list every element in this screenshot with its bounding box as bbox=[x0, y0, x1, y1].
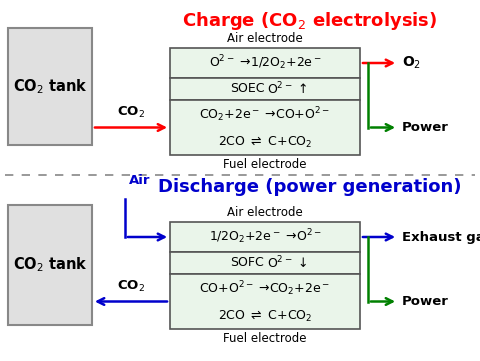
Text: CO$_2$+2e$^-$ →CO+O$^{2-}$: CO$_2$+2e$^-$ →CO+O$^{2-}$ bbox=[200, 106, 331, 124]
Bar bbox=[170, 100, 360, 155]
Text: Air electrode: Air electrode bbox=[227, 206, 303, 219]
Text: 1/2O$_2$+2e$^-$ →O$^{2-}$: 1/2O$_2$+2e$^-$ →O$^{2-}$ bbox=[208, 228, 322, 246]
Text: CO$_2$: CO$_2$ bbox=[117, 278, 145, 293]
Bar bbox=[170, 78, 360, 100]
Bar bbox=[170, 252, 360, 274]
Text: CO$_2$: CO$_2$ bbox=[117, 104, 145, 119]
Text: Fuel electrode: Fuel electrode bbox=[223, 332, 307, 345]
Text: Power: Power bbox=[402, 295, 449, 308]
Bar bbox=[8, 205, 92, 325]
Text: 2CO $\rightleftharpoons$ C+CO$_2$: 2CO $\rightleftharpoons$ C+CO$_2$ bbox=[218, 135, 312, 150]
Bar bbox=[170, 222, 360, 252]
Text: O$^{2-}$ ↓: O$^{2-}$ ↓ bbox=[267, 255, 307, 271]
Text: Exhaust gas: Exhaust gas bbox=[402, 231, 480, 244]
Bar bbox=[170, 48, 360, 78]
Text: 2CO $\rightleftharpoons$ C+CO$_2$: 2CO $\rightleftharpoons$ C+CO$_2$ bbox=[218, 309, 312, 324]
Text: Power: Power bbox=[402, 121, 449, 134]
Text: O$^{2-}$ →1/2O$_2$+2e$^-$: O$^{2-}$ →1/2O$_2$+2e$^-$ bbox=[208, 54, 322, 72]
Text: SOFC: SOFC bbox=[230, 257, 264, 270]
Text: CO$_2$ tank: CO$_2$ tank bbox=[12, 256, 87, 274]
Text: CO$_2$ tank: CO$_2$ tank bbox=[12, 77, 87, 96]
Text: Air electrode: Air electrode bbox=[227, 32, 303, 45]
Text: SOEC: SOEC bbox=[230, 83, 264, 96]
Text: O$_2$: O$_2$ bbox=[402, 55, 421, 71]
Bar bbox=[170, 274, 360, 329]
Text: CO+O$^{2-}$ →CO$_2$+2e$^-$: CO+O$^{2-}$ →CO$_2$+2e$^-$ bbox=[200, 280, 331, 298]
Text: Fuel electrode: Fuel electrode bbox=[223, 158, 307, 171]
Text: O$^{2-}$ ↑: O$^{2-}$ ↑ bbox=[267, 81, 307, 97]
Bar bbox=[8, 28, 92, 145]
Text: Air: Air bbox=[129, 174, 151, 187]
Text: Charge (CO$_2$ electrolysis): Charge (CO$_2$ electrolysis) bbox=[182, 10, 438, 32]
Text: Discharge (power generation): Discharge (power generation) bbox=[158, 178, 462, 196]
